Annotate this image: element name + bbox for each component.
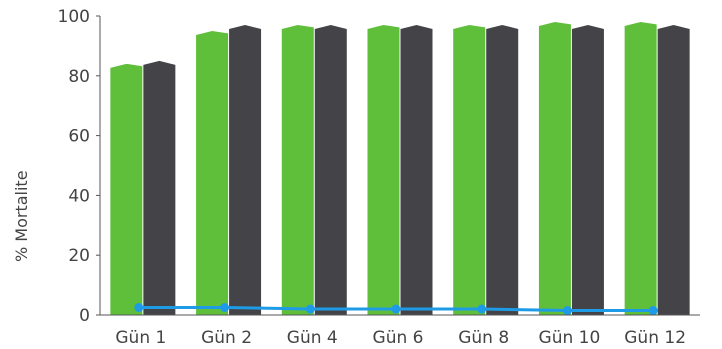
- x-tick-label: Gün 8: [458, 328, 509, 348]
- blue-line-point: [305, 304, 315, 314]
- y-axis-label: % Mortalite: [12, 170, 31, 262]
- green-bar: [367, 24, 400, 315]
- green-bar: [196, 30, 229, 315]
- blue-line-point: [391, 304, 401, 314]
- green-bar: [624, 21, 657, 315]
- green-bar: [281, 24, 314, 315]
- y-tick-label: 60: [68, 127, 90, 147]
- x-tick-label: Gün 2: [201, 328, 252, 348]
- dark-bar: [571, 24, 604, 315]
- blue-line-series: [134, 303, 658, 316]
- blue-line-point: [477, 304, 487, 314]
- x-tick-label: Gün 4: [287, 328, 338, 348]
- dark-bar: [486, 24, 519, 315]
- dark-bar: [657, 24, 690, 315]
- green-bar: [110, 63, 143, 316]
- green-bar: [538, 21, 571, 315]
- x-tick-label: Gün 6: [373, 328, 424, 348]
- y-tick-label: 80: [68, 67, 90, 87]
- blue-line-point: [562, 306, 572, 316]
- x-tick-label: Gün 10: [539, 328, 601, 348]
- dark-bar: [400, 24, 433, 315]
- dark-bar: [143, 60, 176, 315]
- y-tick-label: 40: [68, 186, 90, 206]
- x-tick-label: Gün 1: [115, 328, 166, 348]
- dark-bar: [229, 24, 262, 315]
- x-axis: Gün 1 Gün 2 Gün 4 Gün 6 Gün 8 Gün 10 Gün 12: [96, 314, 700, 348]
- y-axis: 0 20 40 60 80 100: [58, 7, 101, 326]
- y-tick-label: 20: [68, 246, 90, 266]
- blue-line-point: [648, 306, 658, 316]
- x-tick-label: Gün 12: [624, 328, 686, 348]
- y-tick-label: 0: [79, 306, 90, 326]
- blue-line-point: [220, 303, 230, 313]
- dark-bars: [143, 24, 690, 315]
- dark-bar: [314, 24, 347, 315]
- blue-line-point: [134, 303, 144, 313]
- green-bar: [453, 24, 486, 315]
- green-bars: [110, 21, 657, 316]
- y-tick-label: 100: [58, 7, 90, 27]
